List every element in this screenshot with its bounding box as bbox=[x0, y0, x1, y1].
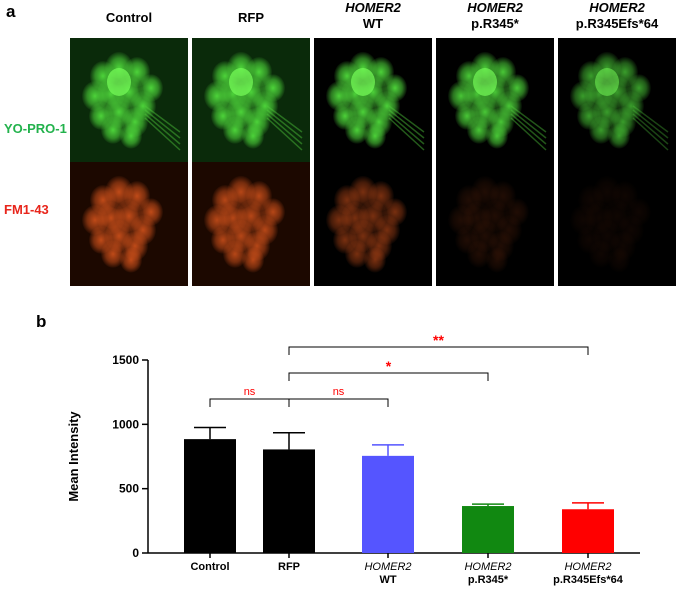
bar-chart: 0 500 1000 1500 Mean Intensity Control RFP HOME… bbox=[66, 332, 640, 586]
bar bbox=[462, 506, 514, 553]
fm143-micrograph bbox=[192, 162, 310, 286]
column-header: HOMER2 WT bbox=[308, 0, 438, 32]
x-tick-label-line2: WT bbox=[379, 574, 396, 586]
column-header-line1: HOMER2 bbox=[467, 0, 523, 15]
fm143-micrograph bbox=[436, 162, 554, 286]
panel-b-letter: b bbox=[36, 312, 47, 331]
y-tick-label: 1000 bbox=[112, 417, 139, 431]
yopro1-micrograph bbox=[558, 38, 676, 162]
significance-bracket bbox=[288, 372, 489, 381]
column-header: HOMER2 p.R345Efs*64 bbox=[552, 0, 678, 32]
fm143-micrograph bbox=[70, 162, 188, 286]
row-label: YO-PRO-1 bbox=[4, 121, 67, 136]
yopro1-micrograph bbox=[192, 38, 310, 162]
column-header-line1: HOMER2 bbox=[589, 0, 645, 15]
y-axis-label: Mean Intensity bbox=[66, 411, 81, 502]
x-tick-label: Control bbox=[190, 561, 229, 573]
x-tick-label: RFP bbox=[278, 561, 300, 573]
significance-label: ** bbox=[433, 332, 444, 348]
column-header: HOMER2 p.R345* bbox=[430, 0, 560, 32]
significance-bracket bbox=[209, 398, 290, 407]
x-tick-label: HOMER2 bbox=[364, 561, 411, 573]
significance-label: * bbox=[386, 358, 392, 374]
column-header-line2: p.R345Efs*64 bbox=[575, 16, 659, 31]
row-label: FM1-43 bbox=[4, 202, 49, 217]
column-header-line2: WT bbox=[362, 16, 384, 31]
significance-label: ns bbox=[333, 386, 345, 398]
significance-bracket bbox=[288, 346, 589, 355]
y-tick-label: 1500 bbox=[112, 353, 139, 367]
panel-a-letter: a bbox=[6, 2, 16, 21]
column-header: RFP bbox=[186, 10, 316, 26]
yopro1-micrograph bbox=[436, 38, 554, 162]
x-tick-label: HOMER2 bbox=[464, 561, 511, 573]
column-header-line1: RFP bbox=[238, 10, 264, 25]
fm143-micrograph bbox=[558, 162, 676, 286]
column-header-line1: HOMER2 bbox=[345, 0, 401, 15]
y-tick-label: 500 bbox=[119, 482, 139, 496]
y-tick-label: 0 bbox=[132, 546, 139, 560]
bar bbox=[184, 439, 236, 553]
bar bbox=[562, 509, 614, 553]
fm143-micrograph bbox=[314, 162, 432, 286]
column-header: Control bbox=[64, 10, 194, 26]
x-tick-label: HOMER2 bbox=[564, 561, 611, 573]
bar bbox=[263, 449, 315, 553]
x-tick-label-line2: p.R345Efs*64 bbox=[553, 574, 624, 586]
x-tick-label-line2: p.R345* bbox=[468, 574, 509, 586]
column-header-line1: Control bbox=[105, 10, 153, 25]
column-header-line2: p.R345* bbox=[471, 16, 519, 31]
significance-bracket bbox=[288, 398, 389, 407]
bar bbox=[362, 455, 414, 553]
yopro1-micrograph bbox=[70, 38, 188, 162]
significance-label: ns bbox=[244, 386, 256, 398]
yopro1-micrograph bbox=[314, 38, 432, 162]
